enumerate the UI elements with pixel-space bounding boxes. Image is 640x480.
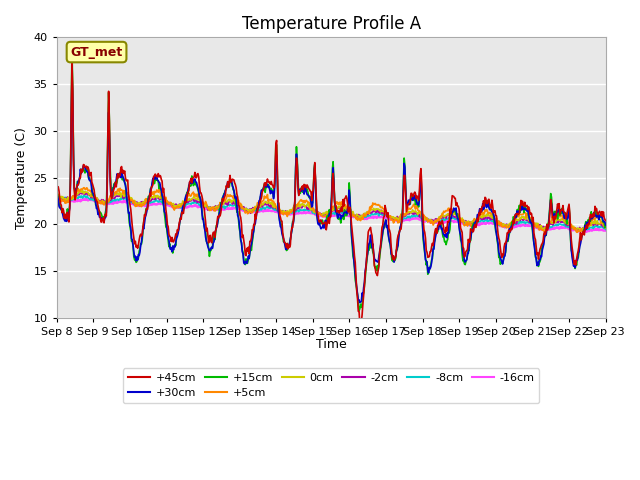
- Y-axis label: Temperature (C): Temperature (C): [15, 127, 28, 228]
- X-axis label: Time: Time: [316, 338, 347, 351]
- Legend: +45cm, +30cm, +15cm, +5cm, 0cm, -2cm, -8cm, -16cm: +45cm, +30cm, +15cm, +5cm, 0cm, -2cm, -8…: [123, 368, 540, 403]
- Text: GT_met: GT_met: [70, 46, 123, 59]
- Title: Temperature Profile A: Temperature Profile A: [242, 15, 420, 33]
